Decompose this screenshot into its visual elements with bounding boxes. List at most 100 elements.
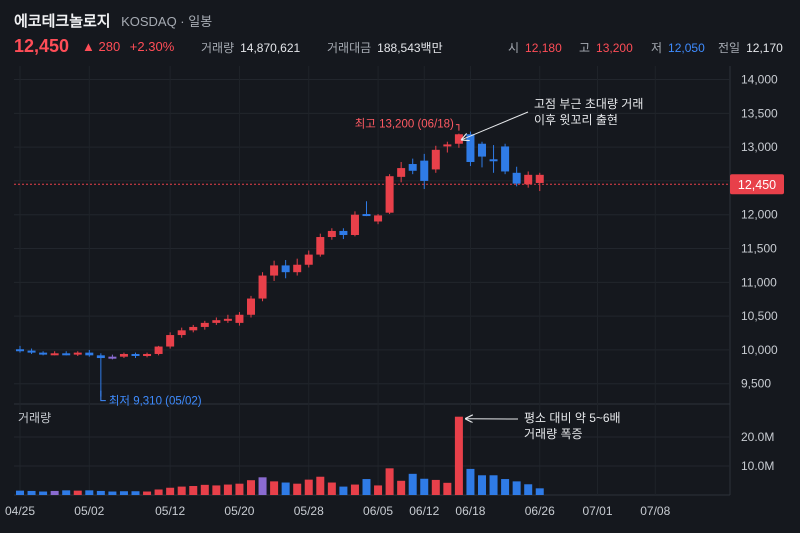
volume-bar [293,483,302,495]
candle-body [108,356,117,359]
chart-annotations: 12,450 최고 13,200 (06/18) 최저 9,310 (05/02) 고… [14,97,784,441]
volume-bar [62,490,71,495]
volume-bar [16,490,24,495]
volume-bar [524,484,533,495]
candle-body [119,353,128,357]
volume-bar [362,479,371,495]
candle-body [50,353,59,356]
price-tick-label: 9,500 [741,377,771,391]
quote-header: 에코테크놀로지 KOSDAQ · 일봉 12,450 ▲ 280 +2.30% … [0,0,800,64]
candle-body [154,346,163,354]
volume-bar [223,484,232,495]
volume-bar [466,468,475,495]
price-tick-label: 14,000 [741,73,778,87]
candle-body [270,265,279,276]
volume-bar [143,491,152,495]
date-tick-label: 05/20 [224,504,254,518]
candle-body [39,352,48,355]
price-tick-label: 11,000 [741,275,777,289]
current-price-tag [730,174,784,195]
candlestick-series [16,131,544,397]
candle-body [293,264,302,273]
volume-bar [235,483,244,495]
date-axis: 04/25 05/02 05/12 05/20 05/28 06/05 06/12 06/18… [5,504,671,518]
stock-name[interactable]: 에코테크놀로지 [14,13,111,30]
volume-bar [177,486,186,495]
volume-bar [108,491,117,495]
candle-body [339,230,348,235]
volume-bar [408,473,417,495]
volume-bar [512,481,521,495]
price-tick-label: 11,500 [741,242,777,256]
candle-body [62,353,71,356]
volume-stat: 거래량 14,870,621 [201,39,300,56]
volume-note-line1: 평소 대비 약 5~6배 [524,410,621,425]
candle-body [535,174,544,183]
title-row: 에코테크놀로지 KOSDAQ · 일봉 [14,10,212,31]
amount-stat: 거래대금 188,543백만 [327,39,443,56]
candle-body [478,143,486,157]
amount-value: 188,543백만 [377,41,443,55]
candle-body [466,134,475,162]
prev-close-value: 12,170 [746,41,783,55]
candle-body [177,330,186,336]
candle-body [374,215,383,222]
volume-label: 거래량 [201,41,235,55]
change-amount: ▲ 280 [82,39,121,54]
price-tick-label: 10,500 [741,309,778,323]
candle-body [166,335,175,347]
volume-bar [385,468,394,495]
low-annotation-marker [100,390,106,402]
candle-body [420,160,429,181]
current-price-tag-label: 12,450 [738,178,776,192]
candle-body [212,320,221,323]
low-stat: 저 12,050 [651,39,705,56]
candle-body [96,355,105,359]
candle-body [397,168,406,177]
price-note-line2: 이후 윗꼬리 출현 [534,112,618,127]
date-tick-label: 05/28 [294,504,324,518]
stock-meta: KOSDAQ · 일봉 [121,14,213,29]
price-tick-label: 12,000 [741,208,778,222]
volume-bar [189,486,198,495]
candle-body [431,149,440,170]
volume-bar [443,482,452,495]
date-tick-label: 06/05 [363,504,393,518]
volume-bar [431,479,440,495]
candle-body [247,298,255,315]
candle-body [327,230,336,238]
date-tick-label: 07/01 [582,504,612,518]
low-annotation-label: 최저 9,310 (05/02) [109,395,202,408]
candle-body [85,352,94,356]
volume-bar [350,484,359,495]
low-value: 12,050 [668,41,705,55]
candle-body [501,146,510,172]
price-note-line1: 고점 부근 초대량 거래 [534,97,643,111]
amount-label: 거래대금 [327,41,372,55]
candle-body [200,322,209,327]
price-note-arrow [462,111,529,140]
volume-bar [420,478,429,495]
candle-body [73,352,82,355]
high-label: 고 [579,41,591,55]
date-tick-label: 07/08 [640,504,670,518]
date-tick-label: 04/25 [5,504,35,518]
high-annotation-marker [455,124,460,131]
candle-body [131,353,140,357]
date-tick-label: 05/02 [74,504,104,518]
price-tick-label: 13,500 [741,106,778,120]
volume-pane-title: 거래량 [18,411,51,425]
volume-bar [27,490,36,495]
candle-body [143,353,152,357]
volume-bar [478,475,486,495]
volume-bar [397,480,406,495]
volume-value: 14,870,621 [240,41,301,55]
quote-row: 12,450 ▲ 280 +2.30% 거래량 14,870,621 거래대금 18… [14,36,794,58]
volume-bar [454,416,463,495]
volume-bar [327,482,336,495]
volume-bar [39,491,48,495]
volume-bar [85,490,94,495]
volume-bar [270,481,279,495]
volume-bar [119,491,128,495]
